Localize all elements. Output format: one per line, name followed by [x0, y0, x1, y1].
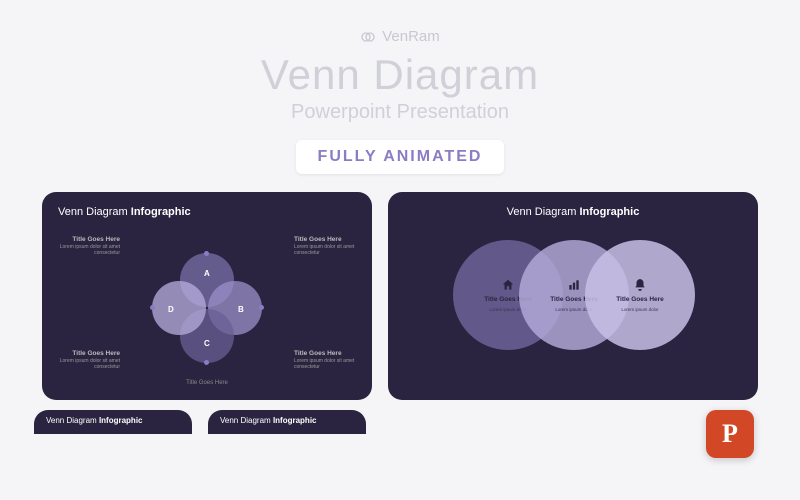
header: VenRam Venn Diagram Powerpoint Presentat…: [0, 0, 800, 192]
circle-label: Title Goes Here: [616, 296, 664, 303]
annotation-b: Title Goes Here Lorem ipsum dolor sit am…: [294, 350, 356, 370]
dot-icon: [150, 305, 155, 310]
venn-4-stage: Title Goes Here Lorem ipsum dolor sit am…: [58, 228, 356, 388]
below-label: Title Goes Here: [186, 380, 228, 386]
powerpoint-icon: P: [722, 419, 738, 449]
label-c: C: [204, 339, 210, 348]
slide-venn-3[interactable]: Venn Diagram Infographic Title Goes Here…: [388, 192, 758, 400]
subtitle: Powerpoint Presentation: [0, 101, 800, 124]
slide-title-bold: Infographic: [131, 206, 191, 218]
slide-title: Venn Diagram Infographic: [404, 206, 742, 218]
annotation-c: Title Goes Here Lorem ipsum dolor sit am…: [58, 350, 120, 370]
slide-title: Venn Diagram Infographic: [58, 206, 356, 218]
label-d: D: [168, 305, 174, 314]
brand-icon: [360, 29, 376, 45]
slide-title: Venn Diagram Infographic: [220, 416, 354, 425]
main-title: Venn Diagram: [0, 51, 800, 99]
dot-icon: [204, 360, 209, 365]
house-icon: [501, 278, 515, 292]
slides-row: Venn Diagram Infographic Title Goes Here…: [0, 192, 800, 400]
brand-name: VenRam: [382, 28, 440, 45]
circle-d: [152, 281, 206, 335]
dot-icon: [204, 251, 209, 256]
venn-3-circles: Title Goes Here Lorem ipsum dolor Title …: [453, 226, 693, 366]
bell-icon: [633, 278, 647, 292]
label-b: B: [238, 305, 244, 314]
label-a: A: [204, 269, 210, 278]
slide-venn-4[interactable]: Venn Diagram Infographic Title Goes Here…: [42, 192, 372, 400]
bottom-slides-row: Venn Diagram Infographic Venn Diagram In…: [0, 400, 800, 434]
slide-title-light: Venn Diagram: [58, 206, 128, 218]
slide-title-light: Venn Diagram: [507, 206, 577, 218]
circle-sub: Lorem ipsum dolor: [609, 307, 670, 312]
bars-icon: [567, 278, 581, 292]
annotation-a: Title Goes Here Lorem ipsum dolor sit am…: [294, 236, 356, 256]
slide-title-bold: Infographic: [579, 206, 639, 218]
circle-3-c: Title Goes Here Lorem ipsum dolor: [585, 240, 695, 350]
slide-thumb[interactable]: Venn Diagram Infographic: [208, 410, 366, 434]
dot-icon: [259, 305, 264, 310]
brand-row: VenRam: [360, 28, 440, 45]
animated-badge: FULLY ANIMATED: [296, 140, 505, 174]
slide-thumb[interactable]: Venn Diagram Infographic: [34, 410, 192, 434]
annotation-d: Title Goes Here Lorem ipsum dolor sit am…: [58, 236, 120, 256]
powerpoint-badge: P: [706, 410, 754, 458]
venn-4-circles: A B C D: [152, 253, 262, 363]
slide-title: Venn Diagram Infographic: [46, 416, 180, 425]
